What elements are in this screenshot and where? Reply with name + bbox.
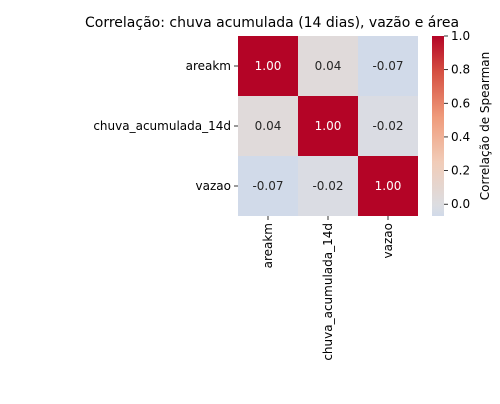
colorbar-ticks: 0.0 0.2 0.4 0.6 0.8 1.0: [444, 29, 470, 211]
heatmap-cell: [358, 36, 418, 96]
colorbar-tick-label: 0.0: [451, 197, 470, 211]
column-label: vazao: [381, 223, 395, 258]
cell-value-label: -0.07: [252, 179, 283, 193]
cell-value-label: -0.02: [312, 179, 343, 193]
cell-value-label: -0.07: [372, 59, 403, 73]
row-label: chuva_acumulada_14d: [93, 119, 231, 133]
colorbar-tick-label: 0.2: [451, 164, 470, 178]
cell-value-label: 1.00: [375, 179, 402, 193]
colorbar-label: Correlação de Spearman: [478, 52, 492, 200]
chart-title: Correlação: chuva acumulada (14 dias), v…: [85, 15, 459, 31]
colorbar-tick-label: 0.4: [451, 130, 470, 144]
colorbar-tick-label: 1.0: [451, 29, 470, 43]
column-label: chuva_acumulada_14d: [321, 223, 335, 361]
row-label: areakm: [186, 59, 231, 73]
heatmap-cell: [238, 156, 298, 216]
heatmap-cell: [238, 36, 298, 96]
cell-value-label: 0.04: [255, 119, 282, 133]
heatmap-cell: [298, 156, 358, 216]
column-labels: areakm chuva_acumulada_14d vazao: [261, 216, 395, 361]
colorbar-tick-label: 0.6: [451, 96, 470, 110]
heatmap-cell: [358, 96, 418, 156]
cell-value-label: 1.00: [255, 59, 282, 73]
heatmap-cell: [238, 96, 298, 156]
heatmap-cell: [298, 96, 358, 156]
cell-value-label: -0.02: [372, 119, 403, 133]
colorbar: 0.0 0.2 0.4 0.6 0.8 1.0 Correlação de Spearma…: [432, 29, 492, 216]
heatmap-cells: 1.00 0.04 -0.07 0.04 1.00 -0.02 -0.07 -0.02 1.00: [238, 36, 418, 216]
colorbar-gradient: [432, 36, 444, 216]
heatmap-cell: [298, 36, 358, 96]
colorbar-tick-label: 0.8: [451, 63, 470, 77]
row-label: vazao: [196, 179, 231, 193]
heatmap-cell: [358, 156, 418, 216]
cell-value-label: 1.00: [315, 119, 342, 133]
cell-value-label: 0.04: [315, 59, 342, 73]
column-label: areakm: [261, 223, 275, 268]
